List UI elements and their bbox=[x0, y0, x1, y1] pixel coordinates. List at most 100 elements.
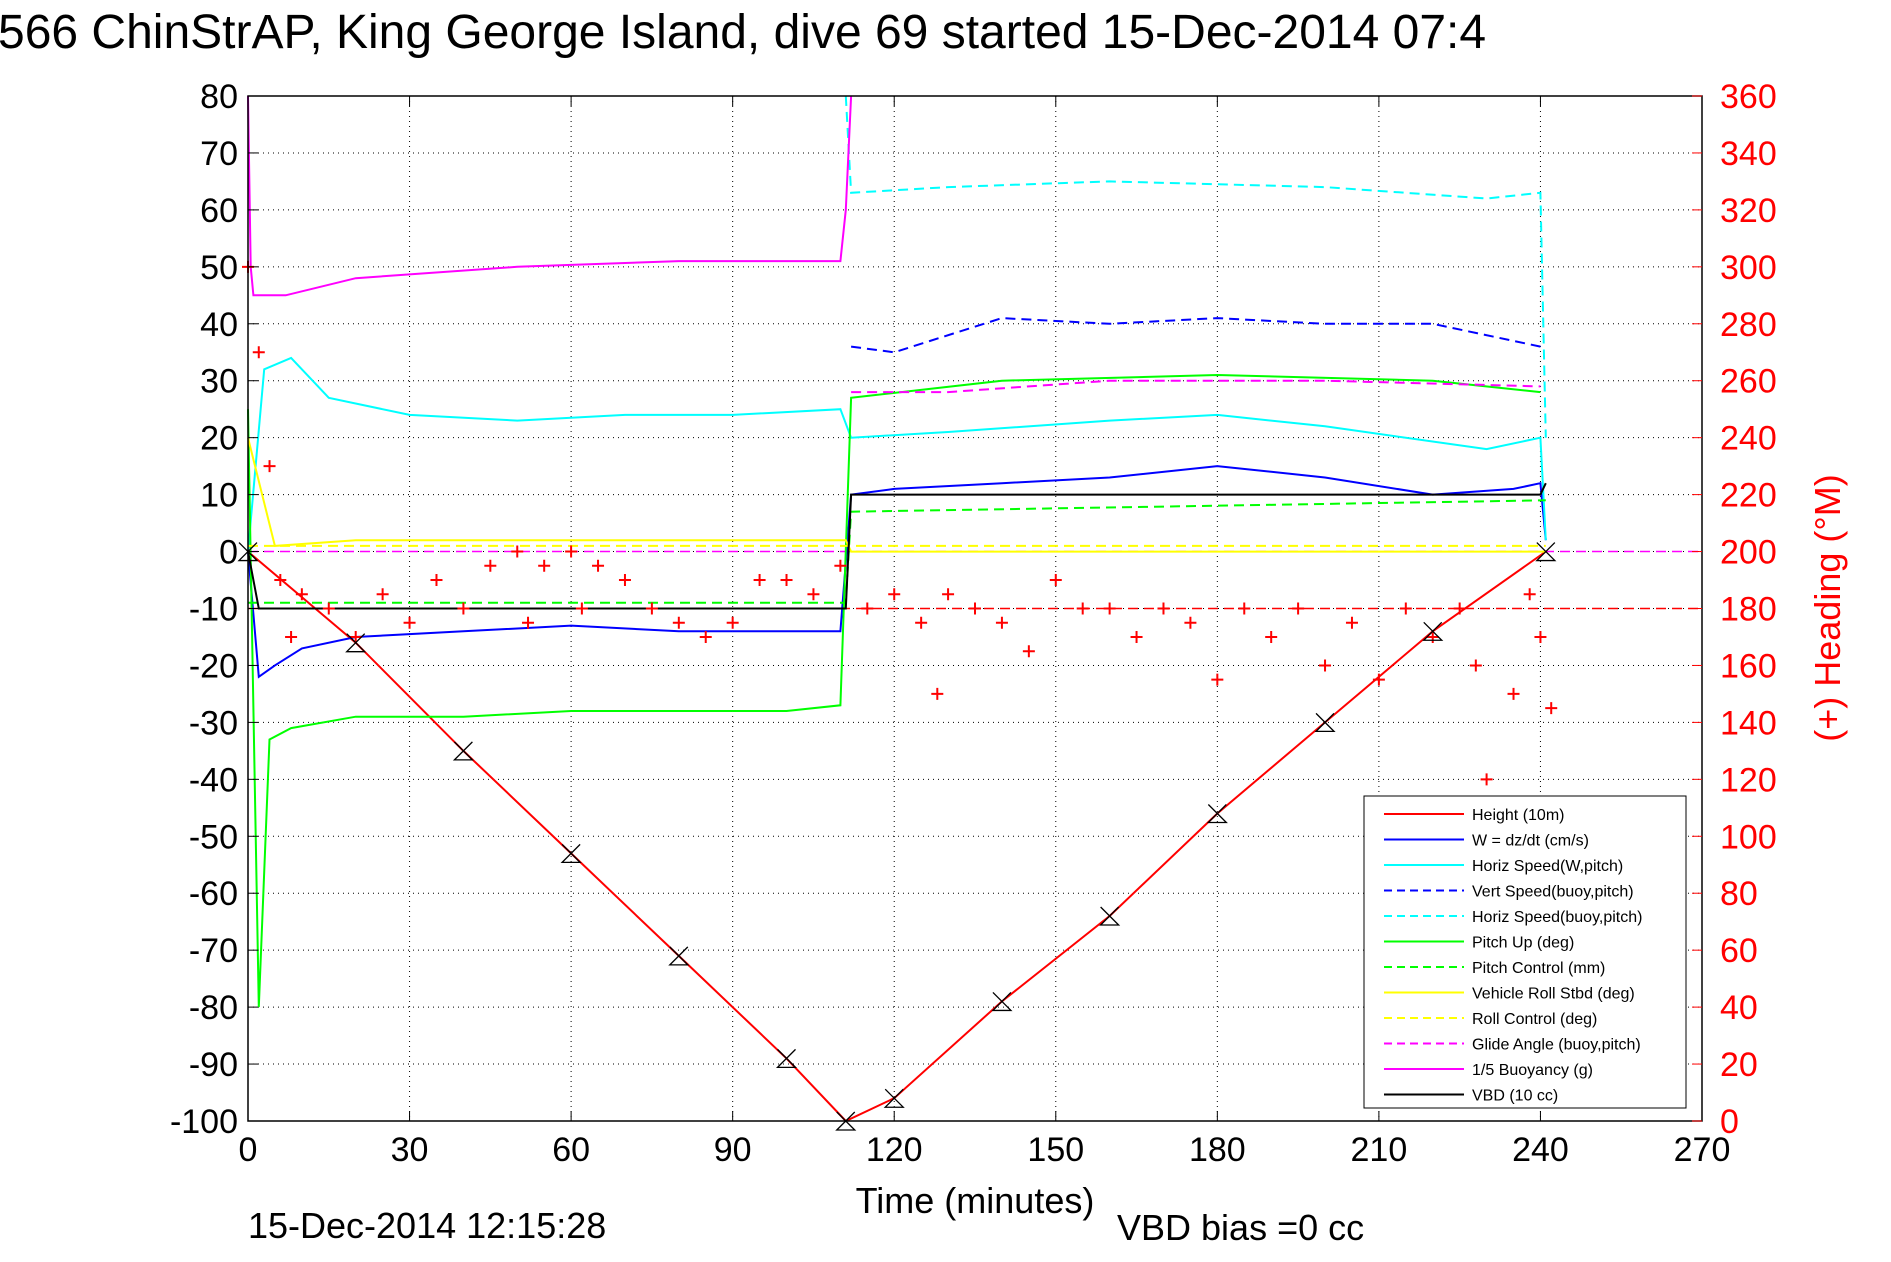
heading-point bbox=[861, 602, 874, 615]
height-marker bbox=[991, 991, 1013, 1012]
series-line-9 bbox=[851, 379, 1541, 394]
legend-label-7: Vehicle Roll Stbd (deg) bbox=[1472, 986, 1635, 1003]
heading-point bbox=[699, 630, 712, 643]
height-marker bbox=[1535, 542, 1557, 562]
heading-point bbox=[672, 616, 685, 629]
heading-point bbox=[263, 460, 276, 473]
heading-point bbox=[726, 616, 739, 629]
y-tick-label: 30 bbox=[200, 363, 238, 401]
heading-point bbox=[1453, 602, 1466, 615]
height-marker bbox=[1314, 712, 1336, 733]
x-tick-label: 270 bbox=[1674, 1131, 1731, 1169]
x-tick-label: 210 bbox=[1351, 1131, 1408, 1169]
heading-point bbox=[1130, 630, 1143, 643]
heading-point bbox=[645, 602, 658, 615]
y2-tick-label: 220 bbox=[1720, 477, 1777, 515]
y-tick-label: -10 bbox=[189, 591, 238, 629]
legend-label-10: 1/5 Buoyancy (g) bbox=[1472, 1062, 1593, 1079]
y2-tick-label: 120 bbox=[1720, 761, 1777, 799]
x-tick-label: 0 bbox=[239, 1131, 258, 1169]
heading-point bbox=[1157, 602, 1170, 615]
heading-point bbox=[780, 574, 793, 587]
footer-vbd-bias: VBD bias =0 cc bbox=[1117, 1207, 1364, 1248]
y-tick-label: 10 bbox=[200, 477, 238, 515]
y2-tick-label: 180 bbox=[1720, 591, 1777, 629]
y-tick-label: 0 bbox=[219, 534, 238, 572]
y-tick-label: -70 bbox=[189, 932, 238, 970]
height-marker bbox=[560, 843, 582, 864]
height-marker bbox=[452, 741, 474, 761]
heading-point bbox=[807, 588, 820, 601]
y-tick-label: -40 bbox=[189, 761, 238, 799]
heading-point bbox=[753, 574, 766, 587]
y-tick-label: 20 bbox=[200, 420, 238, 458]
series-line-3 bbox=[850, 317, 1541, 354]
heading-point bbox=[1426, 630, 1439, 643]
heading-point bbox=[1049, 574, 1062, 587]
heading-point bbox=[1022, 645, 1035, 658]
heading-point bbox=[969, 602, 981, 615]
heading-point bbox=[376, 588, 389, 601]
heading-point bbox=[511, 545, 524, 558]
heading-point bbox=[834, 559, 847, 572]
heading-point bbox=[1545, 702, 1558, 715]
series-line-11 bbox=[247, 482, 1547, 610]
heading-point bbox=[1211, 673, 1224, 686]
y2-tick-label: 0 bbox=[1720, 1103, 1739, 1141]
reference-lines bbox=[248, 550, 1702, 610]
tick-labels: 0 30 60 90 120 150 180 210 240 270 80 70 60 50 40 30 20 1… bbox=[170, 78, 1777, 1169]
heading-point bbox=[322, 602, 335, 615]
heading-point bbox=[274, 574, 287, 587]
heading-point bbox=[1184, 616, 1197, 629]
heading-point bbox=[538, 559, 551, 572]
heading-point bbox=[995, 616, 1008, 629]
legend-label-4: Horiz Speed(buoy,pitch) bbox=[1472, 909, 1642, 926]
y2-tick-label: 360 bbox=[1720, 78, 1777, 116]
heading-point bbox=[252, 346, 265, 359]
footer-timestamp: 15-Dec-2014 12:15:28 bbox=[248, 1205, 606, 1246]
x-tick-label: 180 bbox=[1189, 1131, 1246, 1169]
heading-point bbox=[1507, 687, 1520, 700]
height-markers bbox=[237, 542, 1557, 1131]
y-tick-label: -20 bbox=[189, 647, 238, 685]
y-tick-label: 60 bbox=[200, 192, 238, 230]
y-tick-label: 50 bbox=[200, 249, 238, 287]
x-tick-label: 150 bbox=[1027, 1131, 1084, 1169]
x-axis-label: Time (minutes) bbox=[856, 1180, 1095, 1221]
heading-point bbox=[1345, 616, 1358, 629]
y2-tick-label: 100 bbox=[1720, 818, 1777, 856]
x-tick-label: 240 bbox=[1512, 1131, 1569, 1169]
heading-point bbox=[285, 630, 298, 643]
legend-label-0: Height (10m) bbox=[1472, 807, 1564, 824]
heading-point bbox=[888, 588, 901, 601]
y2-tick-label: 40 bbox=[1720, 989, 1758, 1027]
y-tick-label: 80 bbox=[200, 78, 238, 116]
y2-tick-label: 240 bbox=[1720, 420, 1777, 458]
heading-point bbox=[403, 616, 416, 629]
y2-axis-label: (+) Heading (°M) bbox=[1807, 474, 1848, 741]
heading-point bbox=[565, 545, 578, 558]
series-line-2 bbox=[247, 356, 1547, 552]
series-line-7 bbox=[247, 437, 1546, 553]
heading-point bbox=[618, 574, 631, 587]
heading-point bbox=[1292, 602, 1305, 615]
y-tick-label: -90 bbox=[189, 1046, 238, 1084]
legend-box bbox=[1363, 795, 1687, 1109]
height-marker bbox=[1422, 621, 1444, 641]
x-tick-label: 120 bbox=[866, 1131, 923, 1169]
y2-tick-label: 320 bbox=[1720, 192, 1777, 230]
heading-point bbox=[915, 616, 928, 629]
legend: Height (10m) W = dz/dt (cm/s) Horiz Speed(… bbox=[1363, 795, 1687, 1109]
y-tick-label: -30 bbox=[189, 704, 238, 742]
heading-point bbox=[430, 574, 443, 587]
heading-point bbox=[931, 687, 944, 700]
series-layer bbox=[247, 95, 1547, 1123]
heading-point bbox=[1076, 602, 1089, 615]
heading-point bbox=[942, 588, 955, 601]
heading-point bbox=[575, 602, 588, 615]
series-line-5 bbox=[247, 373, 1541, 1008]
y2-tick-label: 200 bbox=[1720, 534, 1777, 572]
heading-point bbox=[1399, 602, 1412, 615]
height-marker bbox=[1099, 906, 1121, 926]
